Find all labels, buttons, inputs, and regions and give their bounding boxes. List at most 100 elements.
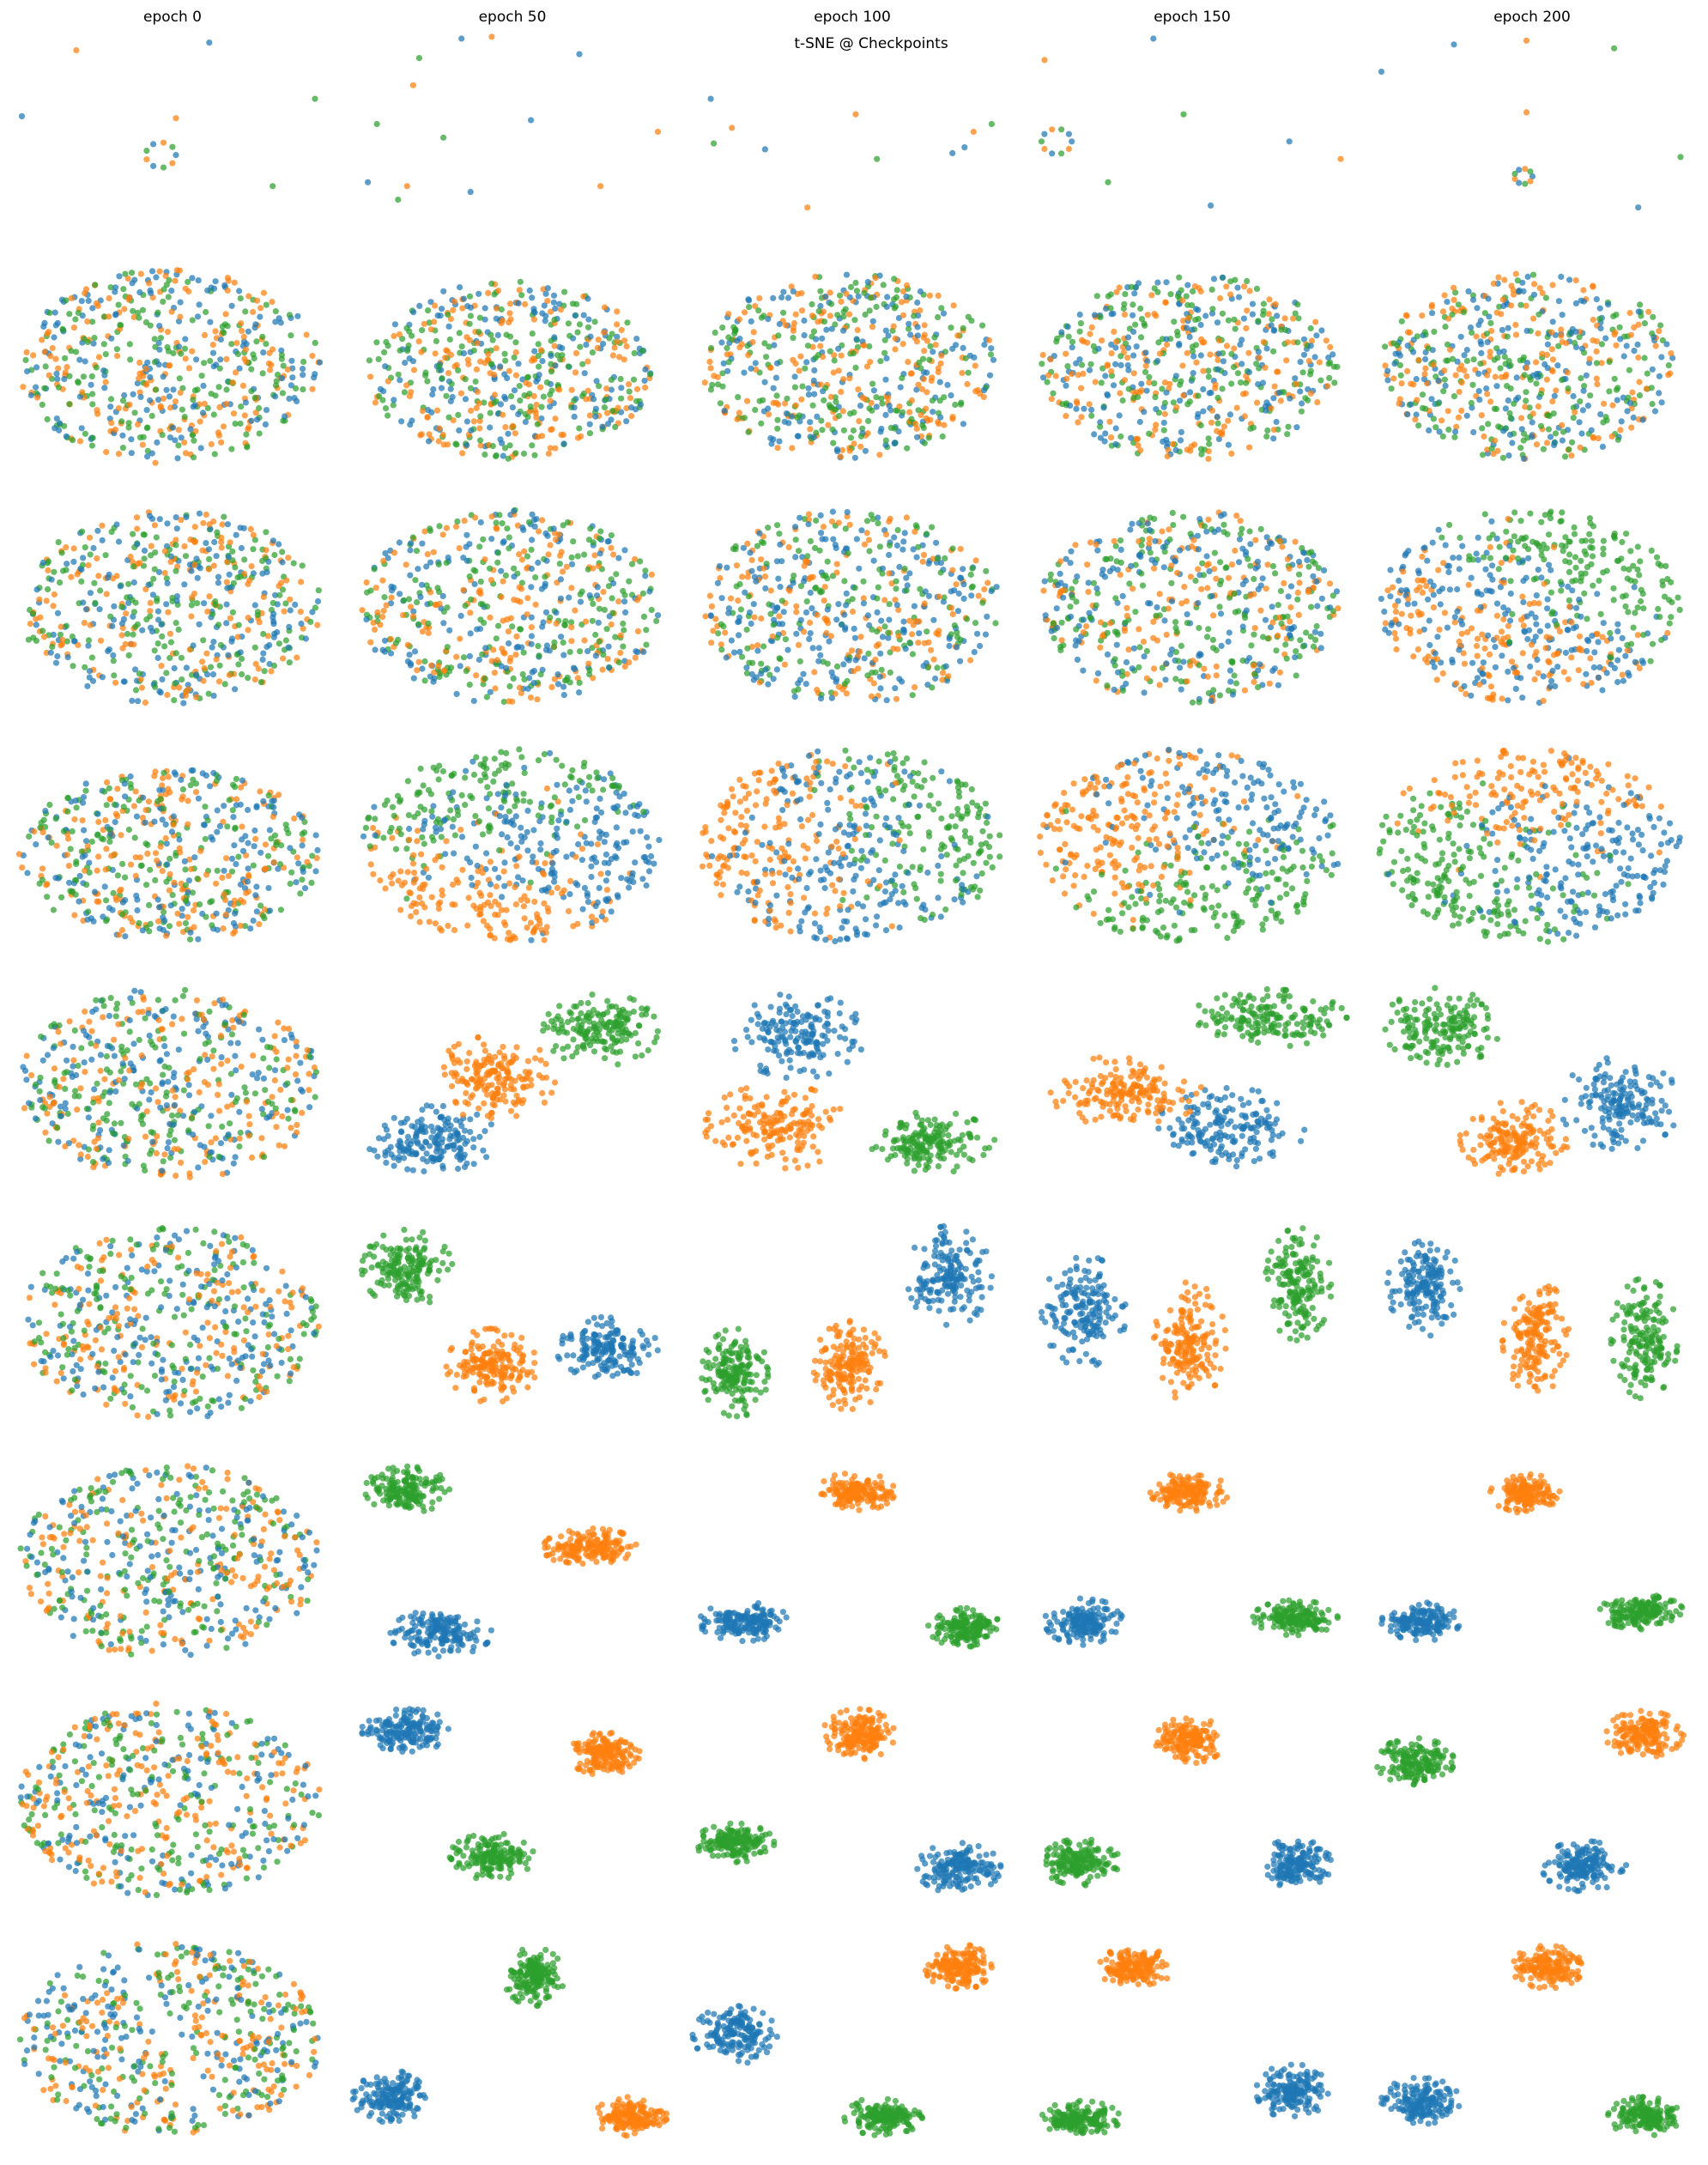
data-point [586,430,594,437]
data-point [1565,385,1572,392]
data-point [282,413,288,420]
data-point [113,521,120,528]
data-point [531,452,538,458]
data-point [438,385,445,391]
data-point [27,621,33,628]
data-point [600,652,607,658]
data-point [822,293,829,300]
data-point [300,386,306,393]
isolated-point [1677,154,1684,161]
data-point [530,316,538,323]
data-point [58,623,64,630]
data-point [1317,630,1324,637]
data-point [778,558,785,565]
data-point [596,383,603,390]
data-point [293,385,300,392]
data-point [1233,512,1240,519]
data-point [1138,380,1145,387]
data-point [201,331,209,338]
data-point [105,574,112,581]
data-point [547,542,554,549]
data-point [1460,309,1467,316]
data-point [1225,574,1233,581]
data-point [1112,425,1119,432]
data-point [221,513,227,520]
data-point [880,282,887,288]
data-point [1212,385,1219,391]
data-point [230,410,238,417]
data-point [154,597,161,604]
data-point [263,341,270,348]
data-point [1186,333,1193,341]
panel-row-1-epoch-0 [20,267,324,466]
data-point [1311,628,1318,635]
data-point [232,564,239,571]
data-point [456,545,463,552]
data-point [1275,632,1281,640]
data-point [743,626,750,634]
data-point [899,312,907,318]
data-point [91,335,98,342]
data-point [1266,680,1273,687]
data-point [148,268,156,275]
data-point [1234,284,1241,291]
data-point [1636,379,1643,385]
data-point [383,602,390,609]
data-point [582,618,590,625]
data-point [27,391,35,399]
data-point [125,296,132,303]
data-point [435,561,442,568]
data-point [1566,446,1572,453]
data-point [1504,383,1511,390]
data-point [1297,359,1304,366]
data-point [608,532,615,539]
data-point [121,391,128,399]
data-point [781,661,789,668]
data-point [1111,686,1117,694]
data-point [410,367,418,373]
data-point [1111,537,1117,544]
data-point [506,310,513,317]
data-point [1198,585,1205,592]
data-point [912,528,918,536]
data-point [212,278,219,285]
data-point [280,362,287,369]
data-point [252,409,259,416]
data-point [70,663,76,670]
data-point [237,295,244,302]
data-point [1643,385,1650,392]
data-point [767,364,774,372]
data-point [773,666,781,673]
data-point [748,556,755,564]
data-point [412,577,419,584]
data-point [908,397,915,403]
data-point [831,406,838,413]
data-point [709,381,716,388]
data-point [813,517,820,525]
data-point [436,523,443,530]
data-point [1284,555,1291,563]
data-point [550,299,557,306]
data-point [430,549,437,555]
data-point [1093,293,1100,300]
data-point [1287,583,1295,590]
data-point [118,418,125,425]
data-point [1483,331,1490,337]
data-point [509,623,516,630]
data-point [1326,374,1333,381]
data-point [1093,585,1100,592]
data-point [1593,296,1600,303]
data-point [1127,526,1134,533]
data-point [775,575,782,582]
data-point [66,373,73,379]
data-point [245,627,251,634]
data-point [1128,283,1135,290]
data-point [828,325,835,332]
data-point [1309,558,1316,565]
data-point [1112,344,1119,351]
data-point [1626,400,1633,407]
data-point [1130,370,1137,377]
data-point [1141,689,1148,696]
data-point [212,392,219,399]
data-point [1597,324,1604,332]
